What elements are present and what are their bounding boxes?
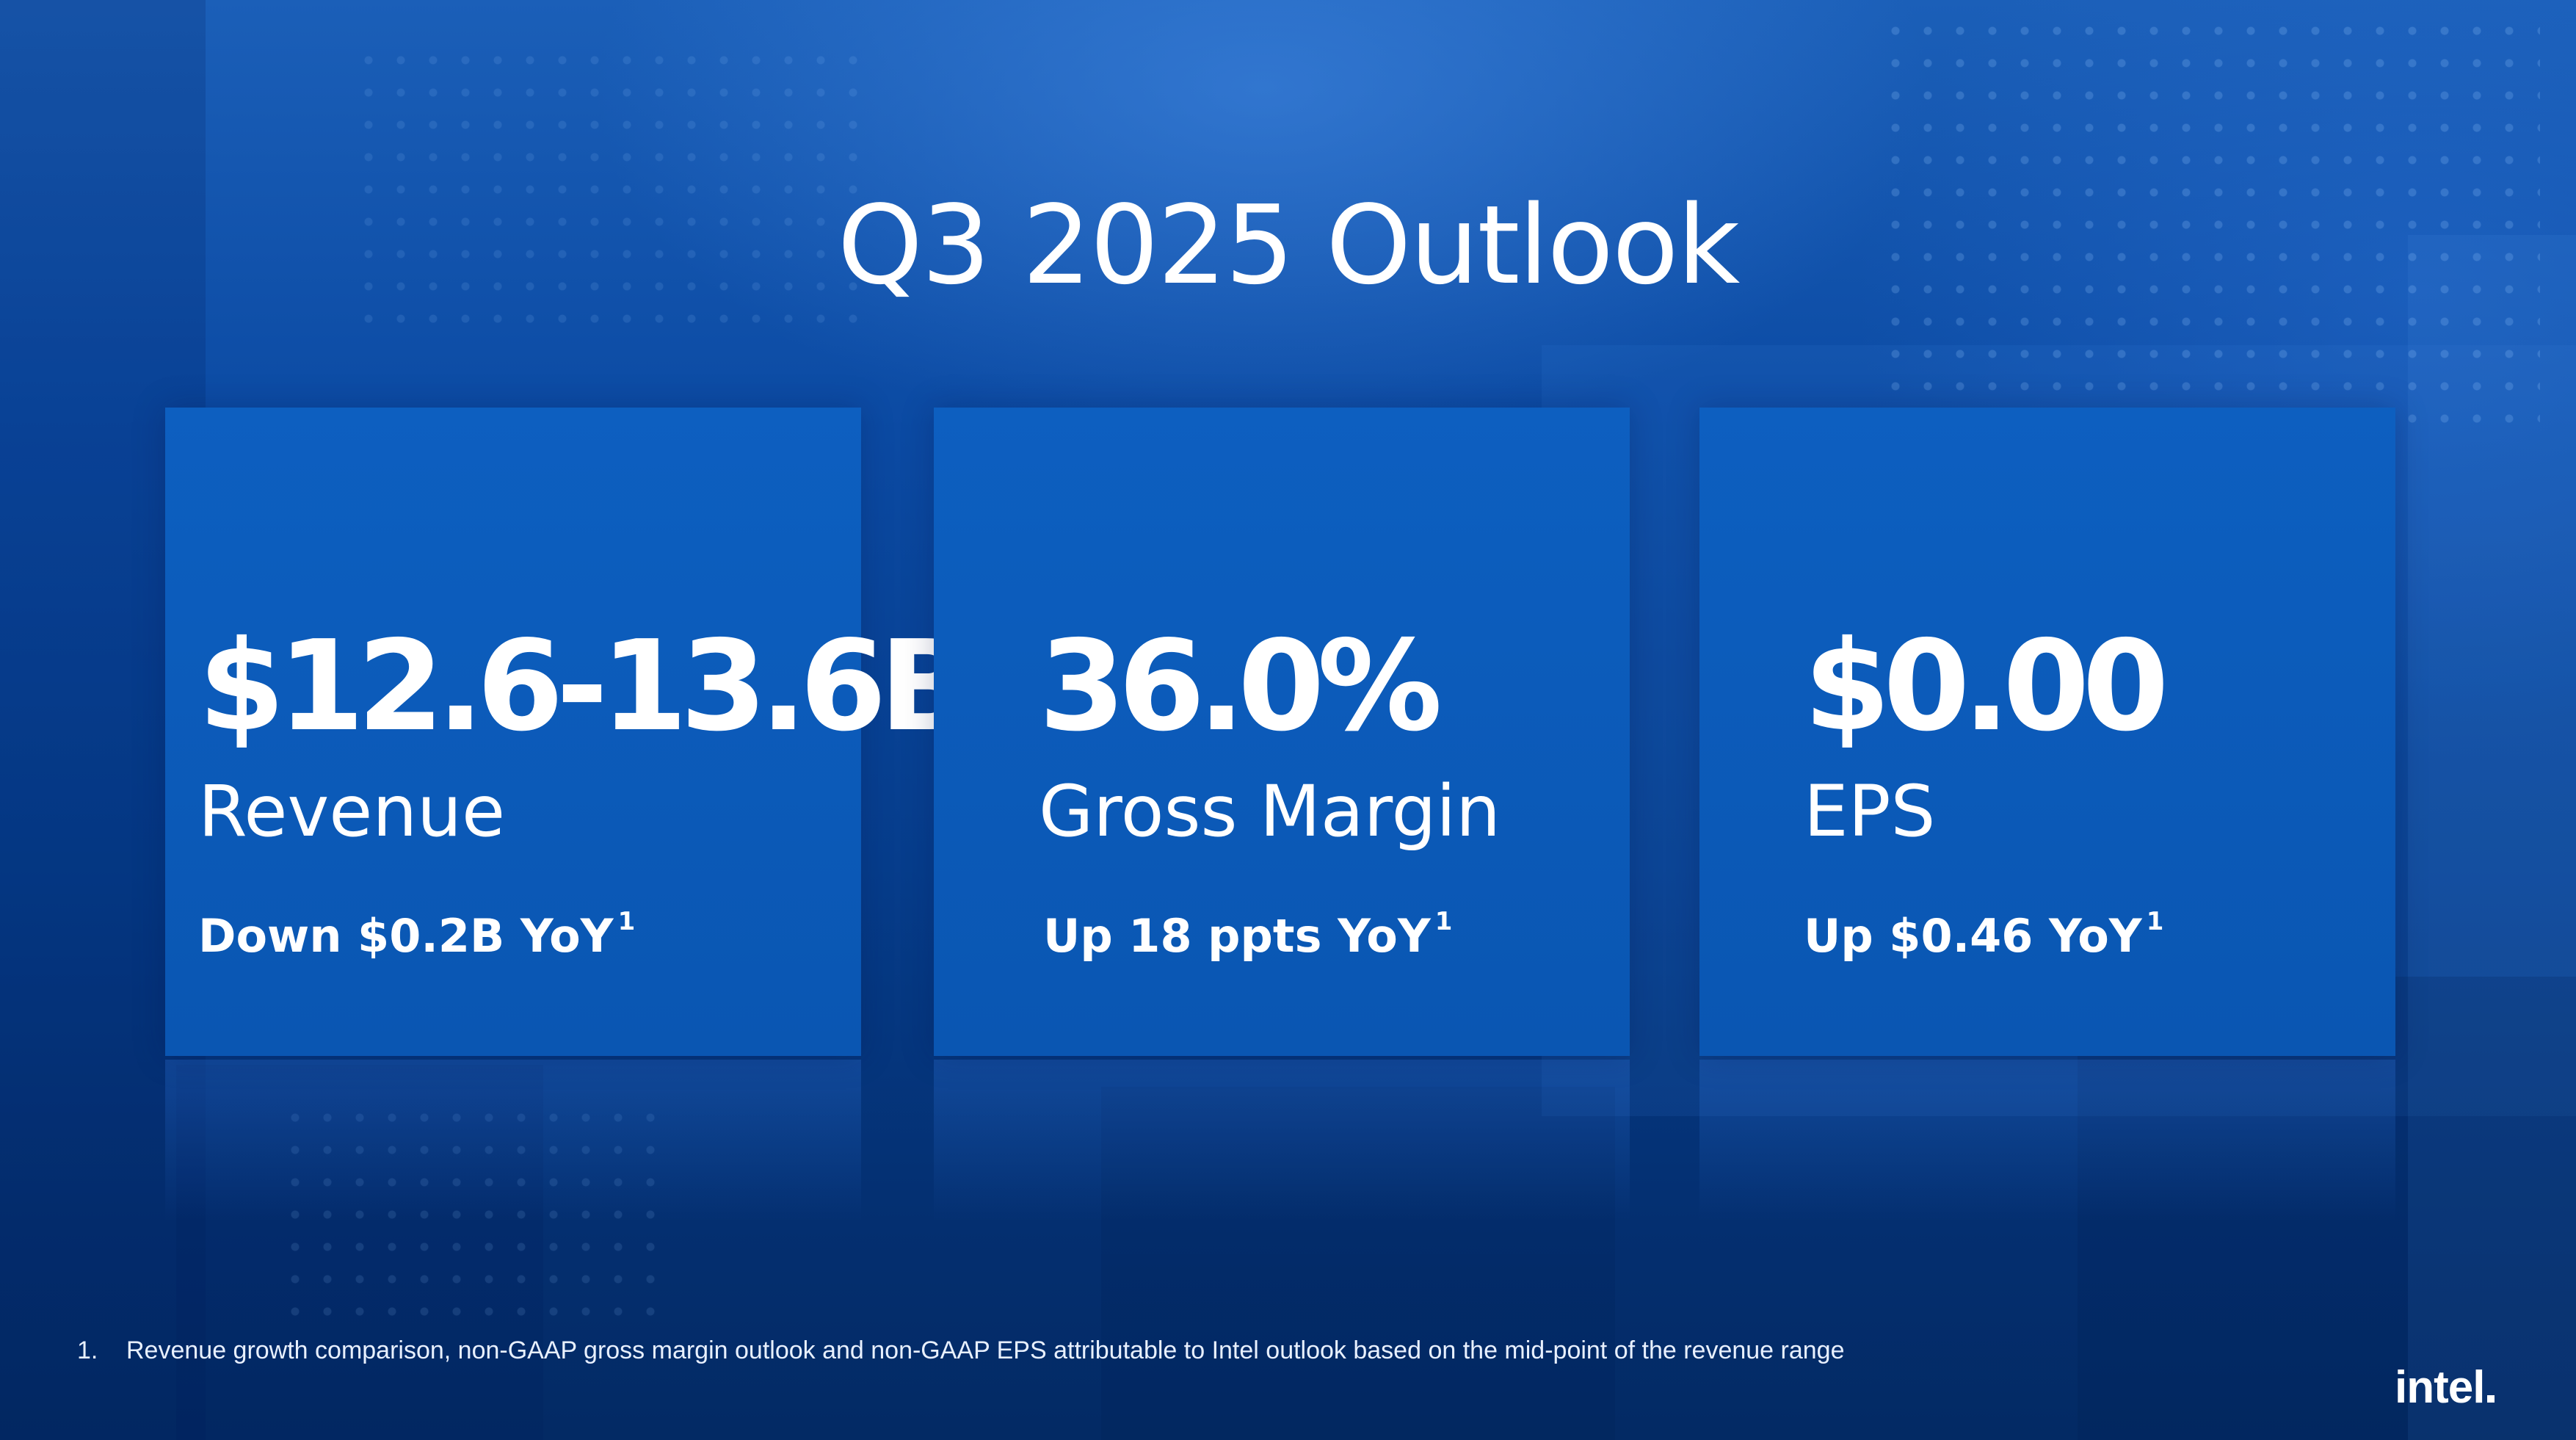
revenue-label: Revenue: [198, 770, 506, 853]
revenue-change: Down $0.2B YoY 1: [198, 907, 635, 966]
card-reflection: [165, 1060, 861, 1221]
gross-margin-change: Up 18 ppts YoY 1: [1043, 907, 1452, 966]
background-shade: [1101, 1087, 1615, 1440]
gross-margin-card: 36.0% Gross Margin Up 18 ppts YoY 1: [934, 408, 1630, 1056]
revenue-change-text: Down $0.2B YoY: [198, 909, 614, 963]
background-dot-pattern: [279, 1101, 661, 1322]
revenue-card: $12.6-13.6B Revenue Down $0.2B YoY 1: [165, 408, 974, 1056]
eps-label: EPS: [1804, 770, 1936, 853]
eps-value: $0.00: [1804, 614, 2169, 759]
gross-margin-change-text: Up 18 ppts YoY: [1043, 909, 1431, 963]
gross-margin-label: Gross Margin: [1039, 770, 1501, 853]
intel-logo: intel: [2395, 1362, 2495, 1414]
footnote-ref: 1: [2146, 907, 2164, 936]
footnote: 1. Revenue growth comparison, non-GAAP gr…: [77, 1334, 1845, 1367]
background-shade: [2408, 235, 2576, 1440]
revenue-value: $12.6-13.6B: [198, 614, 974, 759]
logo-dot-icon: [2487, 1395, 2495, 1403]
footnote-text: Revenue growth comparison, non-GAAP gros…: [126, 1336, 1845, 1364]
card-reflection: [934, 1060, 1630, 1221]
eps-card: $0.00 EPS Up $0.46 YoY 1: [1699, 408, 2395, 1056]
eps-change-text: Up $0.46 YoY: [1804, 909, 2142, 963]
slide-title: Q3 2025 Outlook: [837, 182, 1741, 308]
gross-margin-value: 36.0%: [1039, 614, 1443, 759]
background-shade: [176, 1065, 543, 1440]
footnote-ref: 1: [1434, 907, 1453, 936]
logo-text: intel: [2395, 1362, 2485, 1413]
footnote-ref: 1: [617, 907, 636, 936]
card-reflection: [1699, 1060, 2395, 1221]
footnote-number: 1.: [77, 1336, 98, 1364]
eps-change: Up $0.46 YoY 1: [1804, 907, 2163, 966]
